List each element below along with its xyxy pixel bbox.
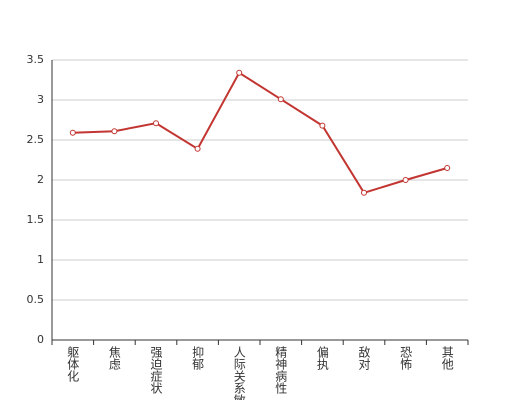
y-tick-label: 3 xyxy=(37,93,44,106)
x-tick-label: 强迫症状 xyxy=(149,346,163,394)
point xyxy=(277,96,284,103)
point xyxy=(402,177,409,183)
x-tick-label: 精神病性 xyxy=(274,346,288,395)
x-tick-label: 其他 xyxy=(440,346,454,370)
x-tick-label: 躯体化 xyxy=(66,345,80,383)
x-tick-label: 抑郁 xyxy=(191,345,205,371)
x-tick-label: 敌对 xyxy=(357,345,371,370)
point xyxy=(319,122,326,129)
point xyxy=(194,145,201,152)
y-tick-label: 0 xyxy=(37,333,44,346)
y-tick-label: 2.5 xyxy=(27,133,45,146)
point xyxy=(111,128,118,135)
x-tick-label: 偏执 xyxy=(315,345,329,371)
point xyxy=(236,69,243,76)
y-tick-label: 1 xyxy=(37,253,44,266)
y-tick-label: 0.5 xyxy=(27,293,45,306)
point xyxy=(153,120,159,127)
line xyxy=(72,71,448,194)
y-tick-label: 2 xyxy=(37,173,44,186)
x-tick-label: 焦虑 xyxy=(107,346,121,370)
x-tick-label: 恐怖 xyxy=(399,346,413,370)
point xyxy=(444,165,451,171)
y-tick-label: 1.5 xyxy=(27,213,45,226)
point xyxy=(361,189,367,196)
point xyxy=(69,129,76,136)
x-tick-label: 人际关系敏感 xyxy=(232,346,246,400)
y-tick-label: 3.5 xyxy=(27,53,45,66)
